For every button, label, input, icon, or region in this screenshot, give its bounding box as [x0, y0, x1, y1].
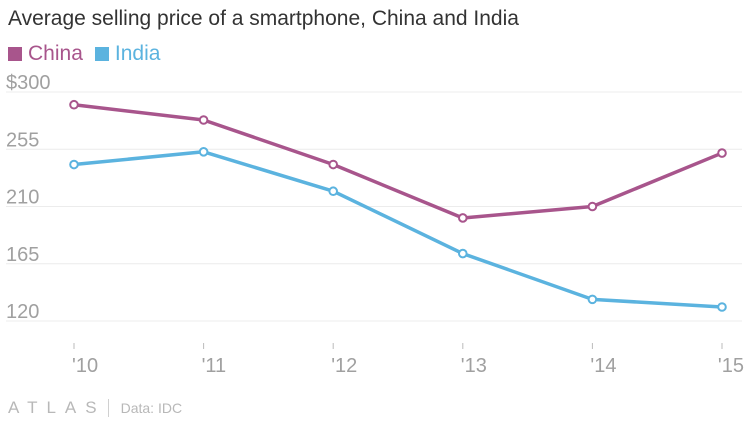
y-tick-label: 120: [6, 301, 39, 323]
legend-label: China: [28, 42, 83, 65]
legend-item-china[interactable]: China: [8, 42, 83, 66]
chart-title: Average selling price of a smartphone, C…: [8, 7, 519, 30]
data-point-india: [587, 294, 598, 305]
line-chart: $300 255 210 165 120 '10 '11 '12 '13 '14 '15: [6, 72, 744, 377]
data-point-china: [328, 159, 339, 170]
data-point-india: [717, 302, 727, 312]
data-point-india: [458, 248, 468, 259]
legend-item-india[interactable]: India: [94, 42, 161, 66]
data-point-china: [198, 115, 209, 125]
legend-swatch: [8, 47, 22, 61]
x-tick-label: '12: [331, 355, 357, 377]
source-text: Data: IDC: [120, 400, 183, 416]
atlas-logo[interactable]: ATLAS: [8, 398, 106, 417]
y-tick-label: 165: [6, 244, 39, 266]
legend: China India: [8, 42, 172, 66]
footer-divider: [107, 399, 109, 417]
data-point-china: [717, 148, 727, 158]
y-tick-label: 210: [6, 187, 39, 209]
legend-swatch: [94, 47, 109, 61]
data-point-china: [587, 201, 598, 212]
data-point-india: [198, 146, 209, 157]
y-tick-label: $300: [6, 72, 51, 94]
x-tick-label: '15: [718, 355, 744, 377]
legend-label: India: [114, 42, 161, 65]
data-point-china: [458, 213, 468, 223]
data-point-india: [69, 159, 79, 170]
y-tick-label: 255: [6, 129, 39, 151]
data-point-china: [69, 99, 79, 110]
footer: ATLAS Data: IDC: [8, 398, 182, 418]
x-tick-label: '13: [461, 355, 487, 377]
x-tick-label: '10: [72, 355, 98, 377]
series-line-india: [72, 150, 724, 309]
data-point-india: [328, 186, 339, 197]
series-line-china: [72, 102, 724, 220]
x-tick-label: '14: [590, 355, 616, 377]
x-tick-label: '11: [202, 355, 227, 377]
